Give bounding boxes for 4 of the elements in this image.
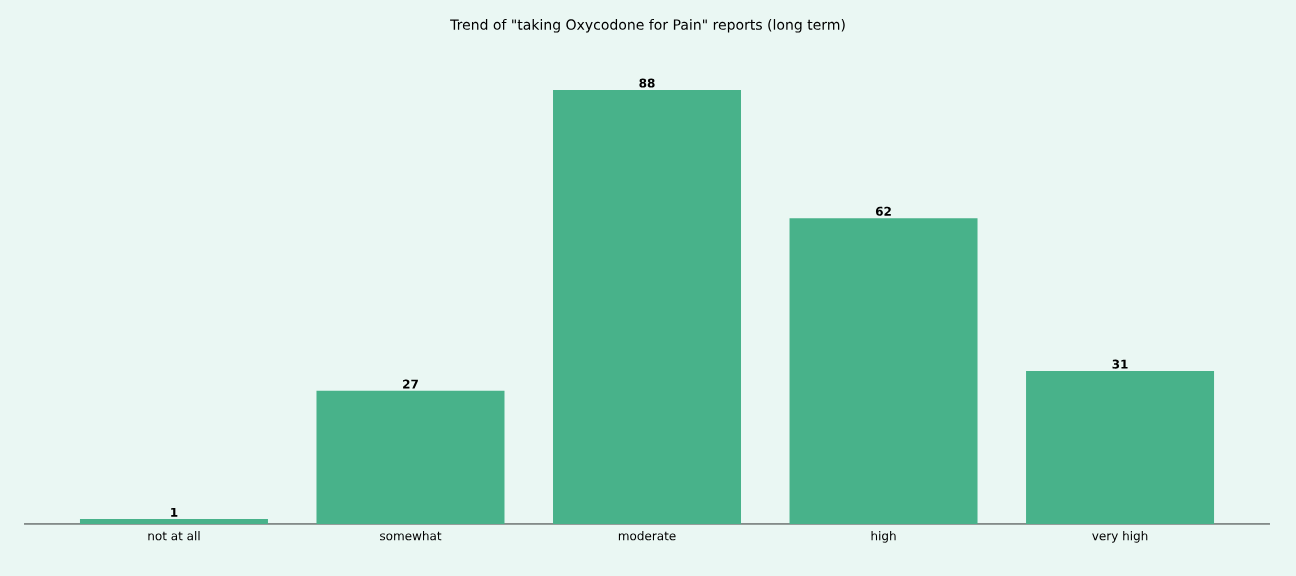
- bar: [789, 218, 978, 524]
- bar: [316, 390, 505, 524]
- bar: [553, 89, 742, 524]
- bar: [1026, 371, 1215, 524]
